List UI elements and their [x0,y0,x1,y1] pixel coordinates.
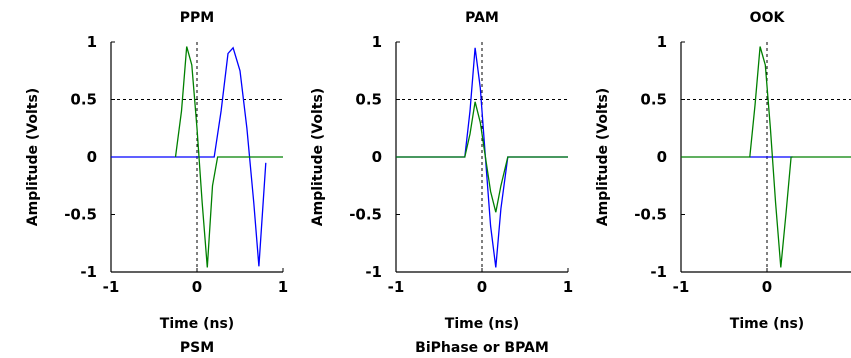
y-tick-label: 0 [87,148,97,166]
series-line-1 [111,46,267,267]
series-line-2 [396,101,568,213]
y-tick-label: 1 [372,33,382,51]
next-chart-title-1: PSM [180,340,214,356]
y-tick-label: 1 [657,33,667,51]
next-chart-title-2: BiPhase or BPAM [415,340,549,356]
x-axis-label: Time (ns) [730,316,804,332]
x-tick-label: -1 [103,278,120,296]
y-axis-label: Amplitude (Volts) [25,88,41,226]
y-tick-label: 0 [372,148,382,166]
chart-title: PPM [180,10,214,26]
y-tick-label: -0.5 [634,206,667,224]
y-axis-label: Amplitude (Volts) [595,88,611,226]
y-tick-label: -1 [80,263,97,281]
x-tick-label: 0 [762,278,772,296]
x-tick-label: 0 [477,278,487,296]
series-line-2 [174,46,283,268]
x-tick-label: -1 [388,278,405,296]
chart-title: PAM [465,10,499,26]
y-tick-label: -0.5 [349,206,382,224]
y-tick-label: 0.5 [640,91,667,109]
y-tick-label: -0.5 [64,206,97,224]
chart-panel-ook: 1 0.5 0 -0.5 -1 -1 0 OOK Time (ns) Amplitude (Vol… [595,10,851,332]
series-line-2 [681,46,851,268]
x-tick-label: 0 [192,278,202,296]
y-tick-label: 1 [87,33,97,51]
x-tick-label: 1 [278,278,288,296]
y-tick-label: -1 [650,263,667,281]
x-axis-label: Time (ns) [160,316,234,332]
chart-panel-pam: 1 0.5 0 -0.5 -1 -1 0 1 PAM Time (ns) Amplitude (Vo… [310,10,573,332]
chart-title: OOK [750,10,786,26]
chart-panel-ppm: 1 0.5 0 -0.5 -1 -1 0 1 PPM Time (ns) Amplitude (Vo… [25,10,288,332]
y-tick-label: 0.5 [70,91,97,109]
x-axis-label: Time (ns) [445,316,519,332]
y-tick-label: 0 [657,148,667,166]
x-tick-label: -1 [673,278,690,296]
y-tick-label: -1 [365,263,382,281]
y-axis-label: Amplitude (Volts) [310,88,326,226]
y-tick-label: 0.5 [355,91,382,109]
x-tick-label: 1 [563,278,573,296]
